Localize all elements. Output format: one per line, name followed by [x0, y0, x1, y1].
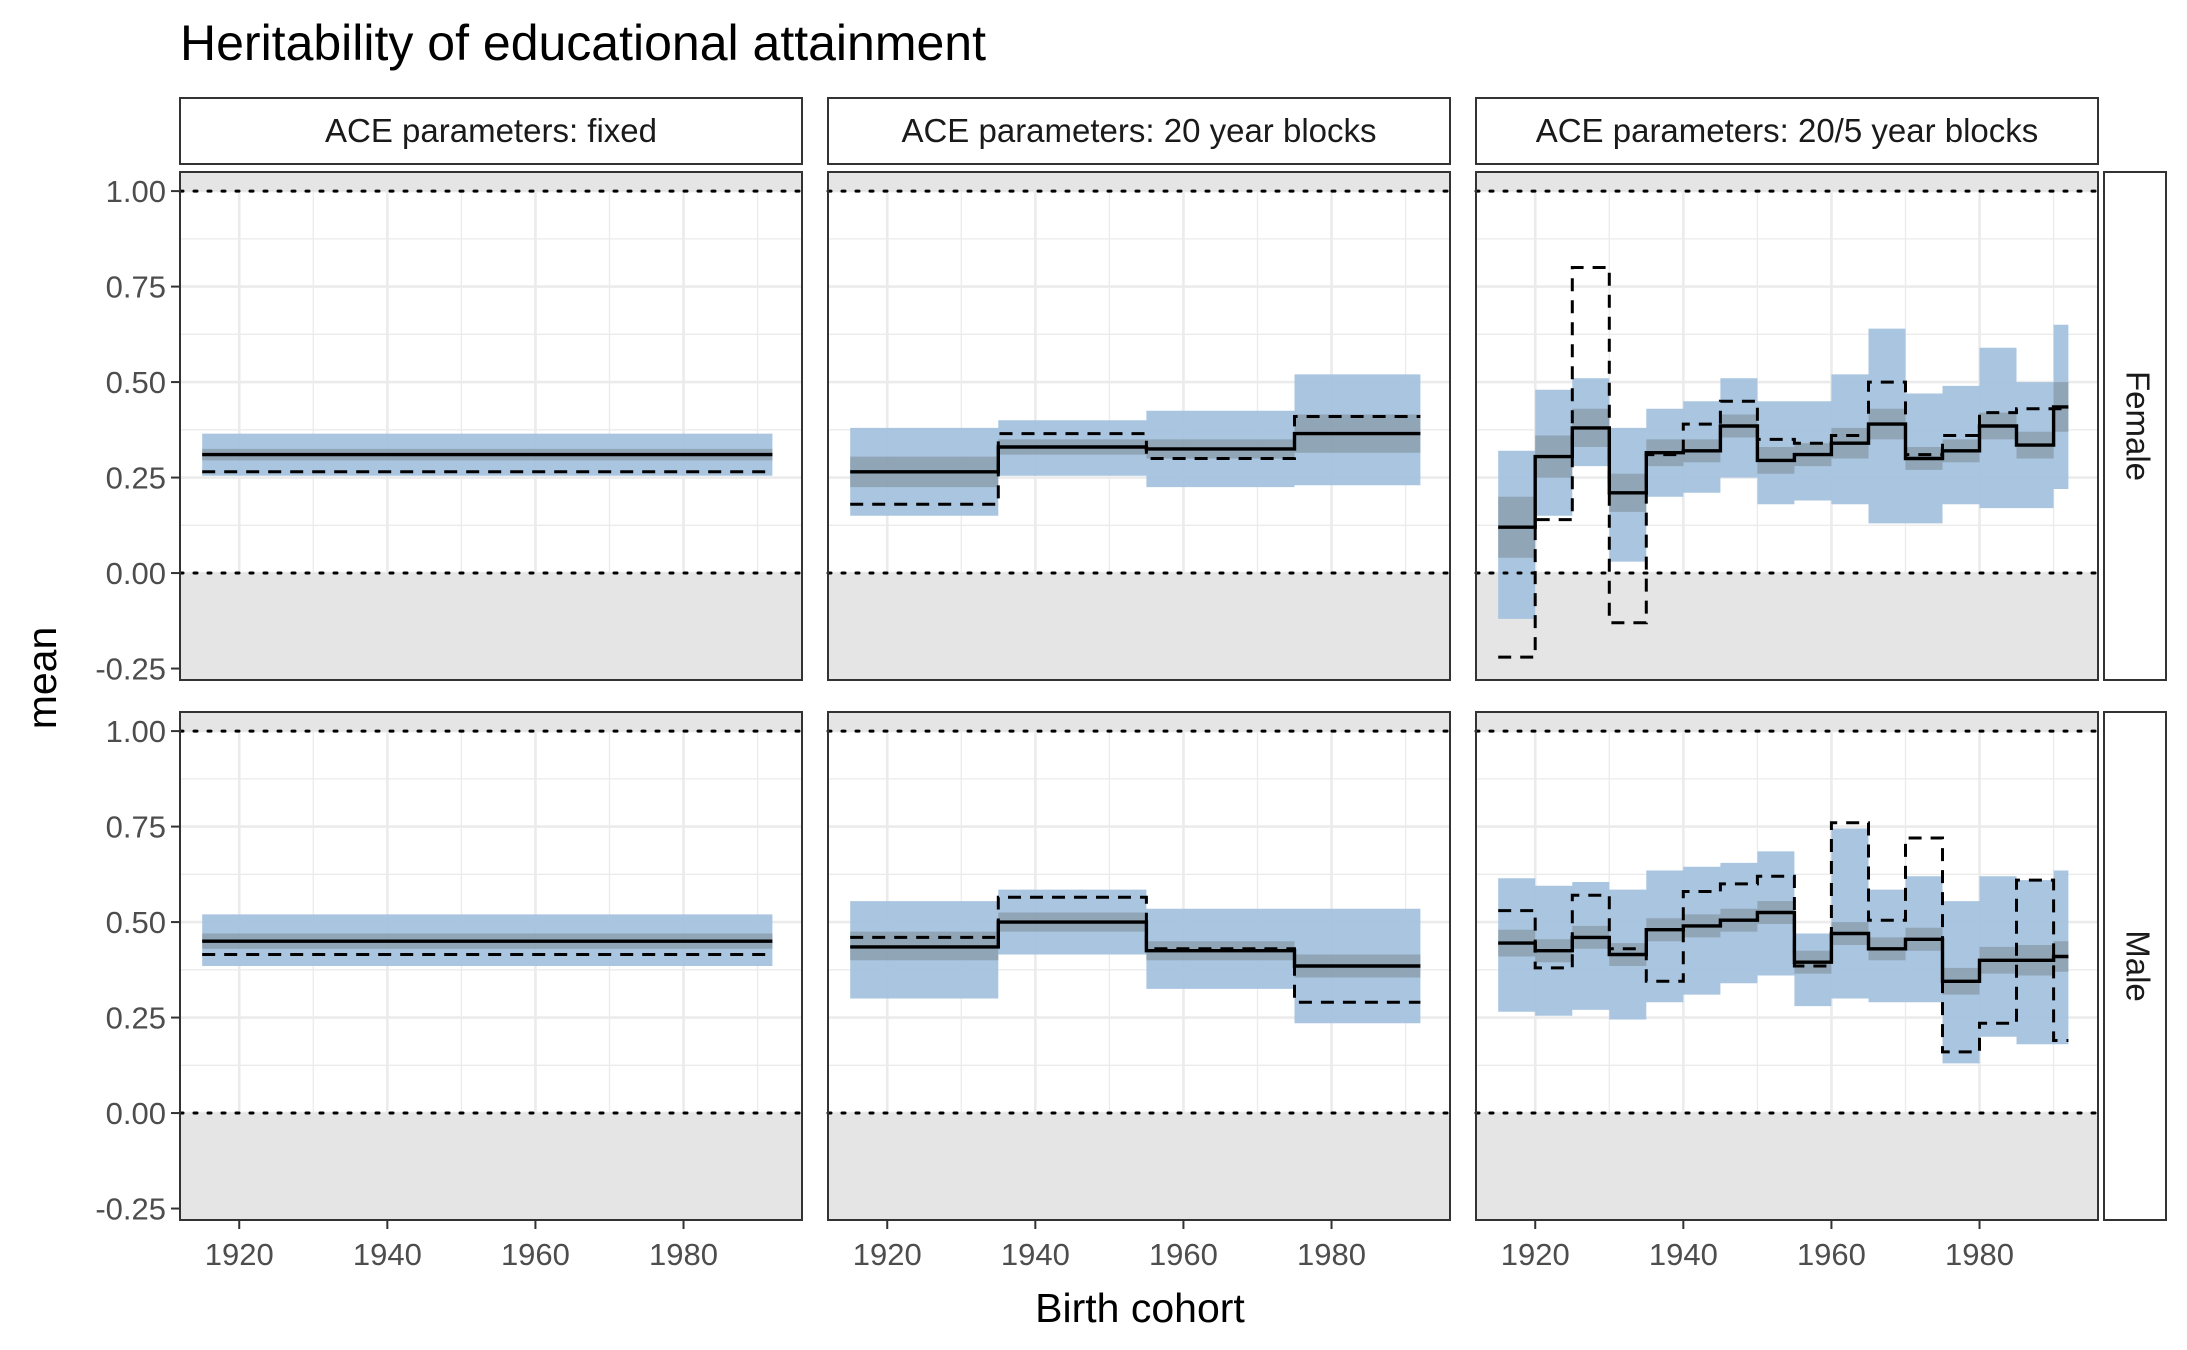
y-tick-label: 0.50 [106, 365, 166, 400]
panel-1-0 [178, 711, 804, 1221]
panel-1-1 [826, 711, 1452, 1221]
y-tick-label: 0.50 [106, 905, 166, 940]
y-axes: -0.25 0.00 0.25 0.50 0.75 1.00 -0.25 0.00 0.25 0.… [95, 174, 180, 1227]
column-strip [827, 97, 1451, 165]
y-tick-label: -0.25 [95, 652, 166, 687]
column-strip [179, 97, 803, 165]
dashed-series-line [1498, 266, 2069, 659]
y-tick-label: 0.00 [106, 556, 166, 591]
shade-below-zero [828, 573, 1450, 680]
x-tick-label: 1980 [649, 1237, 718, 1272]
shade-below-zero [1476, 1113, 2098, 1220]
x-tick-label: 1960 [1149, 1237, 1218, 1272]
shade-above-one [1476, 172, 2098, 192]
mean-series-line [1498, 910, 2069, 983]
panel-border [179, 171, 803, 681]
shade-below-zero [828, 1113, 1450, 1220]
y-tick-label: -0.25 [95, 1192, 166, 1227]
mean-series-line [850, 920, 1421, 968]
row-strip-label: Male [2119, 930, 2156, 1002]
y-tick-label: 0.75 [106, 270, 166, 305]
shade-above-one [180, 172, 802, 192]
shade-below-zero [180, 1113, 802, 1220]
y-tick-label: 0.25 [106, 461, 166, 496]
x-tick-label: 1920 [1501, 1237, 1570, 1272]
row-strip [2103, 171, 2167, 681]
x-tick-label: 1960 [1797, 1237, 1866, 1272]
row-strip [2103, 711, 2167, 1221]
x-tick-label: 1960 [501, 1237, 570, 1272]
column-strip-label: ACE parameters: fixed [325, 112, 657, 149]
shade-above-one [828, 712, 1450, 732]
outer-band [1498, 828, 2069, 1064]
x-tick-label: 1940 [1649, 1237, 1718, 1272]
y-axis-title: mean [19, 627, 65, 730]
inner-band [1498, 382, 2069, 558]
mean-series-line [850, 431, 1421, 474]
shade-below-zero [180, 573, 802, 680]
shade-below-zero [1476, 573, 2098, 680]
inner-band [850, 414, 1421, 488]
panels [178, 171, 2100, 1221]
x-tick-label: 1920 [853, 1237, 922, 1272]
panel-border [827, 711, 1451, 1221]
y-tick-label: 0.25 [106, 1001, 166, 1036]
panel-0-2 [1474, 171, 2100, 681]
panel-1-2 [1474, 711, 2100, 1221]
panel-0-0 [178, 171, 804, 681]
panel-border [1475, 711, 2099, 1221]
x-tick-label: 1940 [353, 1237, 422, 1272]
mean-series-line [1498, 405, 2069, 529]
strips: ACE parameters: fixed ACE parameters: 20 … [179, 97, 2167, 1221]
column-strip-label: ACE parameters: 20 year blocks [901, 112, 1376, 149]
panel-0-1 [826, 171, 1452, 681]
shade-above-one [180, 712, 802, 732]
outer-band [850, 889, 1421, 1024]
column-strip [1475, 97, 2099, 165]
y-tick-label: 1.00 [106, 714, 166, 749]
x-axis-title: Birth cohort [1035, 1285, 1245, 1331]
inner-band [850, 912, 1421, 978]
x-tick-label: 1980 [1297, 1237, 1366, 1272]
x-tick-label: 1940 [1001, 1237, 1070, 1272]
panel-border [827, 171, 1451, 681]
row-strip-label: Female [2119, 371, 2156, 481]
x-axes: 1920 1940 1960 1980 1920 1940 1960 1980 1920 1940… [205, 1220, 2014, 1272]
y-tick-label: 1.00 [106, 174, 166, 209]
panel-border [179, 711, 803, 1221]
y-tick-label: 0.75 [106, 810, 166, 845]
shade-above-one [828, 172, 1450, 192]
column-strip-label: ACE parameters: 20/5 year blocks [1536, 112, 2039, 149]
shade-above-one [1476, 712, 2098, 732]
x-tick-label: 1980 [1945, 1237, 2014, 1272]
chart-title: Heritability of educational attainment [180, 15, 986, 71]
x-tick-label: 1920 [205, 1237, 274, 1272]
panel-border [1475, 171, 2099, 681]
y-tick-label: 0.00 [106, 1096, 166, 1131]
